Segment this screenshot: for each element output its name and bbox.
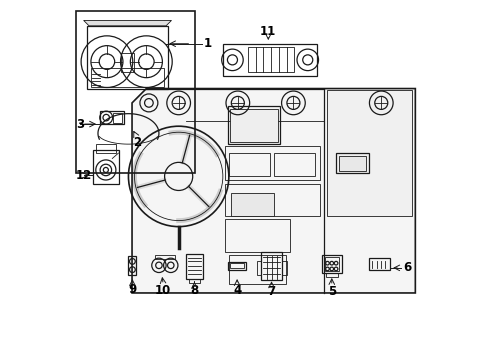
Text: 5: 5 — [328, 285, 336, 298]
Bar — [91, 68, 164, 87]
Bar — [229, 255, 286, 284]
Bar — [189, 279, 200, 283]
Bar — [113, 113, 122, 123]
Bar — [230, 109, 278, 142]
Text: 11: 11 — [260, 25, 276, 38]
Bar — [186, 254, 203, 279]
Bar — [76, 12, 195, 173]
Bar — [339, 156, 366, 171]
Bar — [122, 53, 134, 72]
Bar — [96, 144, 116, 153]
Polygon shape — [84, 21, 172, 26]
Bar — [155, 255, 175, 259]
Bar — [261, 252, 282, 280]
Bar — [100, 111, 124, 125]
Bar — [228, 107, 280, 144]
Bar — [274, 153, 315, 176]
Text: 6: 6 — [403, 261, 411, 274]
Bar — [322, 255, 342, 273]
Polygon shape — [132, 89, 416, 293]
Text: 8: 8 — [190, 284, 198, 297]
Text: 9: 9 — [128, 283, 137, 296]
Bar — [223, 44, 317, 76]
Bar — [225, 146, 320, 180]
Bar — [324, 257, 339, 271]
Text: 1: 1 — [204, 37, 212, 50]
Text: 10: 10 — [155, 284, 172, 297]
Bar — [257, 261, 262, 275]
Text: 12: 12 — [76, 169, 92, 182]
Bar — [368, 258, 390, 270]
Bar — [282, 261, 287, 275]
Text: 7: 7 — [268, 285, 275, 298]
Bar — [248, 47, 294, 72]
Bar — [326, 273, 338, 277]
Bar — [225, 184, 320, 216]
Bar — [327, 90, 412, 216]
Text: 3: 3 — [76, 118, 84, 131]
Bar — [225, 220, 290, 252]
Bar — [229, 153, 270, 176]
Text: 4: 4 — [233, 284, 241, 297]
Bar — [93, 149, 120, 184]
Bar — [337, 153, 368, 173]
Text: 2: 2 — [133, 136, 142, 149]
Bar — [230, 263, 245, 268]
Bar — [231, 193, 274, 216]
Bar — [128, 256, 136, 275]
Bar — [228, 262, 246, 270]
